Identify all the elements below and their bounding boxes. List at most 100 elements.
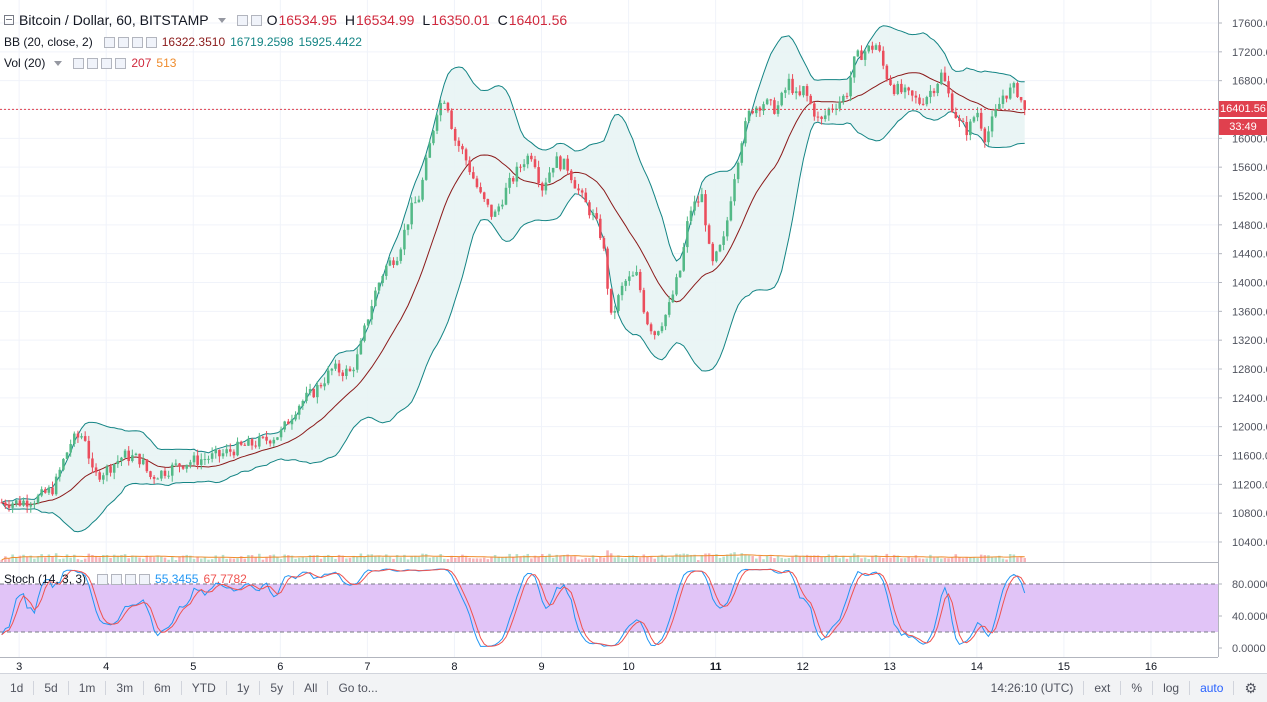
log-toggle[interactable]: log (1152, 681, 1189, 695)
plus-icon[interactable] (101, 57, 113, 69)
candle-body (167, 475, 170, 477)
vol-name[interactable]: Vol (20) (4, 56, 46, 70)
chevron-down-icon[interactable] (54, 60, 63, 66)
auto-toggle[interactable]: auto (1189, 681, 1233, 695)
candle-body (885, 65, 889, 80)
candle-body (301, 400, 305, 406)
volume-bar (435, 557, 439, 562)
volume-bar (689, 554, 693, 562)
gear-icon[interactable] (250, 14, 262, 26)
vol-tools[interactable] (73, 57, 127, 69)
candle-body (7, 505, 11, 508)
volume-bar (337, 554, 341, 562)
candle-body (65, 452, 69, 459)
candle-body (453, 128, 457, 141)
chevron-down-icon[interactable] (217, 17, 226, 23)
volume-bar (127, 558, 130, 562)
volume-bar (395, 554, 399, 562)
volume-bar (863, 557, 867, 562)
legend-tools[interactable] (236, 14, 262, 26)
volume-bar (631, 555, 635, 562)
gear-icon[interactable]: ⚙ (1233, 681, 1267, 695)
goto-date-button[interactable]: Go to... (338, 681, 378, 695)
candle-body (729, 201, 733, 221)
price-tick-label: 13200.00 (1232, 335, 1267, 347)
stoch-tools[interactable] (97, 573, 151, 585)
candle-body (33, 503, 36, 505)
volume-bar (345, 558, 348, 562)
close-icon[interactable] (139, 573, 151, 585)
symbol-title[interactable]: Bitcoin / Dollar, 60, BITSTAMP (19, 12, 209, 28)
range-5d[interactable]: 5d (34, 681, 69, 695)
candle-body (250, 439, 254, 446)
candle-body (842, 95, 845, 102)
range-6m[interactable]: 6m (144, 681, 182, 695)
gear-icon[interactable] (111, 573, 123, 585)
range-1y[interactable]: 1y (227, 681, 261, 695)
open-key: O (266, 12, 278, 28)
candle-body (929, 90, 932, 98)
volume-bar (1008, 554, 1012, 562)
eye-icon[interactable] (236, 14, 248, 26)
vol-legend: Vol (20) 207 513 (4, 54, 181, 72)
range-ytd[interactable]: YTD (182, 681, 227, 695)
volume-bar (464, 557, 468, 562)
volume-bar (511, 556, 515, 562)
candle-body (921, 103, 925, 105)
chart-canvas[interactable]: 10400.00 10800.00 11200.00 11600.00 12000.00… (0, 0, 1267, 673)
range-3m[interactable]: 3m (106, 681, 145, 695)
volume-bar (958, 557, 961, 562)
candle-body (341, 372, 345, 376)
volume-bar (551, 557, 555, 562)
volume-bar (950, 557, 954, 562)
candle-body (258, 436, 261, 447)
candle-body (417, 199, 421, 203)
bb-name[interactable]: BB (20, close, 2) (4, 35, 93, 49)
candle-body (606, 248, 609, 289)
range-all[interactable]: All (294, 681, 329, 695)
candle-body (961, 120, 965, 123)
candle-body (87, 440, 91, 459)
volume-bar (374, 555, 377, 562)
volume-bar (907, 556, 910, 562)
volume-bar (319, 558, 323, 562)
candle-body (370, 306, 374, 320)
volume-bar (334, 558, 337, 562)
volume-bar (1019, 556, 1023, 562)
plus-icon[interactable] (125, 573, 137, 585)
candle-body (983, 128, 987, 143)
utc-clock[interactable]: 14:26:10 (UTC) (990, 681, 1074, 695)
volume-bar (225, 558, 228, 562)
candle-body (940, 72, 943, 84)
volume-bar (450, 555, 453, 562)
candle-body (14, 500, 18, 504)
eye-icon[interactable] (73, 57, 85, 69)
gear-icon[interactable] (117, 36, 129, 48)
volume-bar (1001, 558, 1005, 562)
percent-toggle[interactable]: % (1120, 681, 1152, 695)
candle-body (120, 457, 123, 461)
volume-bar (40, 554, 43, 562)
plus-icon[interactable] (131, 36, 143, 48)
range-1m[interactable]: 1m (69, 681, 107, 695)
ext-toggle[interactable]: ext (1083, 681, 1120, 695)
candle-body (22, 500, 25, 506)
close-value: 16401.56 (508, 12, 568, 28)
candle-body (450, 110, 453, 129)
collapse-icon[interactable] (4, 15, 14, 25)
price-tick-label: 10800.00 (1232, 508, 1267, 520)
volume-bar (399, 557, 403, 562)
eye-icon[interactable] (97, 573, 109, 585)
range-1d[interactable]: 1d (0, 681, 35, 695)
volume-bar (174, 560, 178, 562)
volume-bar (443, 558, 446, 562)
gear-icon[interactable] (87, 57, 99, 69)
close-icon[interactable] (115, 57, 127, 69)
stoch-name[interactable]: Stoch (14, 3, 3) (4, 572, 87, 586)
bb-tools[interactable] (103, 36, 157, 48)
price-tick-label: 15600.00 (1232, 162, 1267, 174)
eye-icon[interactable] (103, 36, 115, 48)
close-icon[interactable] (145, 36, 157, 48)
range-5y[interactable]: 5y (260, 681, 295, 695)
volume-bar (290, 555, 294, 562)
